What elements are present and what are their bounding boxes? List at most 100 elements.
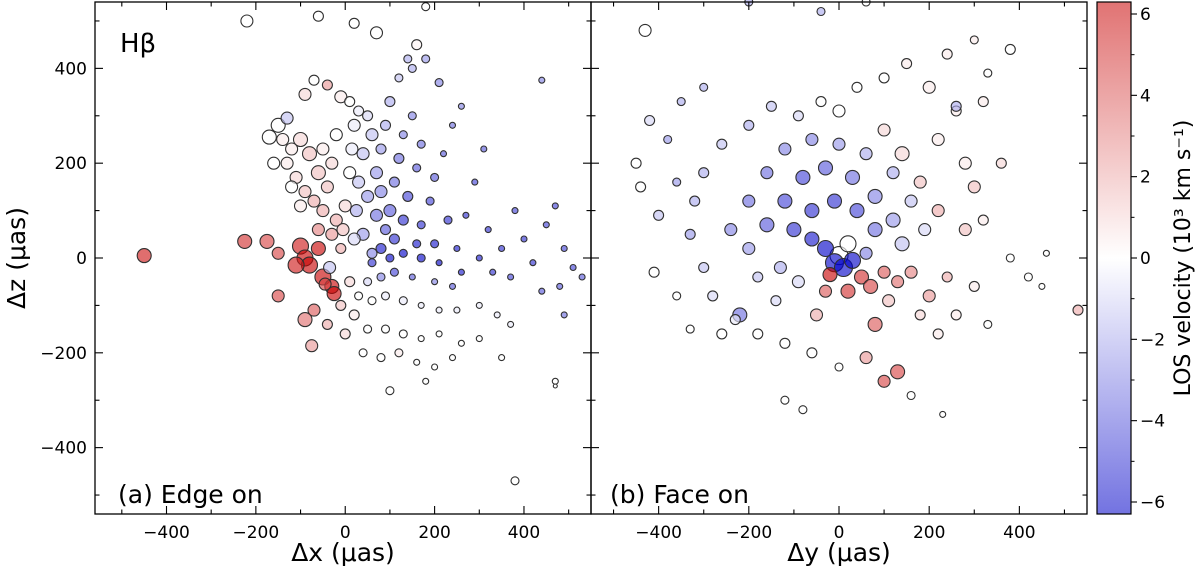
cloud-point [556,282,564,290]
cloud-point [778,142,792,156]
panel-a-label: (a) Edge on [118,480,263,509]
cloud-point [347,232,361,246]
cloud-point [809,308,824,322]
cloud-point [551,202,559,210]
cloud-point [343,166,357,180]
cloud-point [457,268,465,276]
colorbar-tick-label: −2 [1140,330,1165,350]
cloud-point [792,110,804,122]
cloud-point [882,294,896,308]
cloud-point [894,236,910,252]
panel-a-ticks: −400 −200 0 200 400 400 200 0 −200 −400 [40,2,591,543]
cloud-point [1005,253,1015,263]
colorbar-gradient [1097,2,1131,514]
cloud-point [271,289,285,303]
cloud-point [361,189,375,203]
cloud-point [394,348,404,358]
cloud-point [729,314,741,326]
cloud-point [886,166,900,180]
cloud-point [743,119,755,131]
cloud-point [375,242,387,255]
cloud-point [529,259,537,267]
cloud-point [329,128,343,142]
cloud-point [542,221,550,229]
cloud-point [398,296,408,306]
cloud-point [510,476,520,486]
cloud-point [498,354,506,362]
cloud-point [285,180,299,194]
x-tick-label: 0 [834,523,845,543]
cloud-point [240,14,254,28]
cloud-point [560,311,568,319]
panel-b-label: (b) Face on [610,480,749,509]
cloud-point [995,157,1007,169]
cloud-point [354,291,364,301]
x-tick-label: 400 [508,523,540,543]
cloud-point [689,195,701,207]
cloud-point [983,319,993,329]
cloud-point [403,54,413,64]
cloud-point [551,377,559,385]
x-tick-label: 400 [1003,523,1035,543]
y-tick-label: −400 [40,439,87,459]
cloud-point [412,239,422,249]
cloud-point [259,233,275,249]
y-tick-label: 0 [76,249,87,269]
cloud-point [301,146,318,162]
cloud-point [760,166,774,180]
cloud-point [742,194,756,208]
cloud-point [698,261,710,274]
cloud-point [385,253,395,263]
cloud-point [374,185,388,199]
colorbar-tick-label: −4 [1140,412,1165,432]
cloud-point [345,142,359,156]
cloud-point [877,265,891,279]
cloud-point [806,347,818,359]
cloud-point [402,190,414,202]
cloud-point [344,276,356,288]
cloud-point [435,330,443,338]
x-tick-label: 200 [913,523,945,543]
cloud-point [941,271,953,283]
cloud-point [435,259,443,267]
cloud-point [293,199,308,213]
cloud-point [816,6,826,17]
cloud-point [578,273,586,281]
cloud-point [335,242,347,255]
cloud-point [849,203,865,219]
cloud-point [804,231,820,247]
cloud-point [325,227,339,241]
cloud-point [366,247,378,259]
cloud-point [931,132,945,147]
cloud-point [430,239,440,249]
cloud-point [538,76,546,84]
cloud-point [878,72,890,84]
cloud-point [412,163,422,173]
cloud-point [358,348,368,358]
cloud-point [394,73,404,83]
cloud-point [338,199,352,213]
cloud-point [385,386,395,396]
cloud-point [538,287,546,295]
colorbar-tick-label: 2 [1140,168,1151,188]
cloud-point [818,284,833,298]
colorbar-tick-label: 6 [1140,5,1151,25]
cloud-point [425,196,435,206]
cloud-point [416,253,426,263]
cloud-point [805,132,819,147]
cloud-point [325,156,339,170]
panel-b-points [630,0,1084,418]
cloud-point [685,324,695,334]
cloud-point [867,222,883,238]
cloud-point [786,222,802,238]
cloud-point [913,175,927,189]
x-tick-label: −200 [725,523,772,543]
cloud-point [904,194,918,208]
cloud-point [407,111,417,121]
cloud-point [421,54,431,64]
cloud-point [648,266,660,278]
cloud-point [684,228,696,240]
colorbar-ticks: 6 4 2 0 −2 −4 −6 [1131,5,1165,513]
cloud-point [321,79,333,91]
cloud-point [1042,249,1050,257]
